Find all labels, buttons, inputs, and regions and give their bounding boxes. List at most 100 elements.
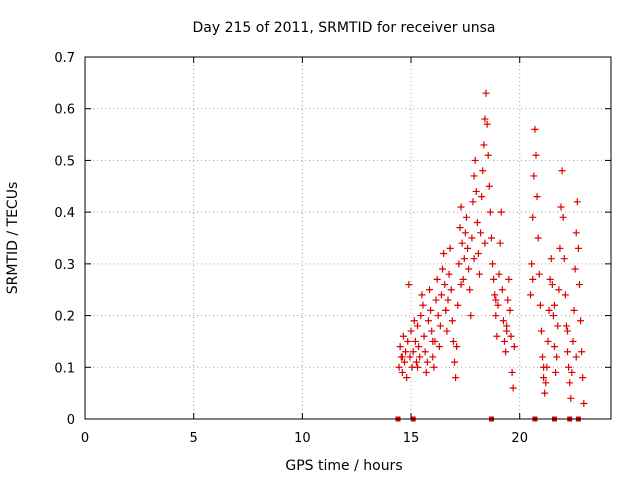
data-point (470, 172, 478, 180)
data-point (503, 327, 511, 335)
data-point (531, 125, 539, 133)
data-point (411, 337, 419, 345)
data-point (492, 312, 500, 320)
data-point (491, 291, 499, 299)
data-point (554, 322, 562, 330)
data-point (427, 306, 435, 314)
data-point (428, 327, 436, 335)
data-point (445, 270, 453, 278)
data-point (472, 187, 480, 195)
data-point (545, 306, 553, 314)
data-point (540, 374, 548, 382)
data-point (481, 115, 489, 123)
data-point (460, 255, 468, 263)
data-point (509, 384, 517, 392)
data-point (556, 244, 564, 252)
data-point (437, 291, 445, 299)
data-point (529, 213, 537, 221)
x-tick-label: 0 (81, 431, 89, 446)
y-tick-label: 0.1 (54, 361, 75, 376)
data-point (465, 265, 473, 273)
data-point (454, 301, 462, 309)
y-tick-label: 0.3 (54, 258, 75, 273)
data-point (418, 291, 426, 299)
axis-ticks: 0 0.1 0.2 0.3 0.4 0.5 0.6 0.7 0 5 10 15 20 (54, 51, 611, 446)
data-point (504, 296, 512, 304)
data-point (547, 255, 555, 263)
data-point (572, 353, 580, 361)
data-point (560, 255, 568, 263)
y-tick-label: 0.4 (54, 206, 75, 221)
data-point (564, 348, 572, 356)
data-point (439, 265, 447, 273)
data-point (532, 151, 540, 159)
data-point (562, 322, 570, 330)
data-point (414, 363, 422, 371)
data-point (476, 270, 483, 278)
x-tick-label: 20 (511, 431, 528, 446)
data-point (444, 296, 452, 304)
data-point (485, 182, 493, 190)
grid-lines (85, 57, 611, 419)
data-point (473, 218, 481, 226)
data-point (542, 379, 550, 387)
data-point (447, 286, 455, 294)
data-point (477, 229, 485, 237)
data-point (510, 343, 518, 351)
data-point (555, 286, 563, 294)
data-point (423, 358, 431, 366)
data-point (404, 337, 412, 345)
x-tick-label: 5 (190, 431, 198, 446)
data-point (495, 270, 503, 278)
x-tick-label: 15 (403, 431, 420, 446)
data-point (474, 250, 482, 258)
data-point (461, 229, 469, 237)
data-point (395, 363, 403, 371)
data-point (558, 167, 566, 175)
data-point (424, 317, 432, 325)
data-point (466, 286, 474, 294)
data-point (487, 234, 495, 242)
data-point (541, 389, 549, 397)
data-point (478, 193, 486, 201)
data-point (502, 348, 510, 356)
data-point (571, 265, 579, 273)
data-point (574, 244, 582, 252)
data-point (549, 312, 557, 320)
data-point (533, 193, 541, 201)
data-point (572, 229, 580, 237)
data-point (448, 317, 456, 325)
data-point (455, 260, 463, 268)
data-point (468, 234, 476, 242)
data-point (440, 250, 448, 258)
data-point (407, 327, 415, 335)
data-point (456, 224, 464, 232)
data-point (548, 281, 556, 289)
data-point (490, 275, 498, 283)
data-point (433, 275, 441, 283)
data-point (434, 312, 442, 320)
data-point (536, 301, 544, 309)
data-point (441, 281, 449, 289)
data-point (401, 358, 409, 366)
data-point (565, 363, 573, 371)
data-point (405, 281, 413, 289)
data-point (568, 368, 576, 376)
data-point (544, 337, 552, 345)
data-point (398, 368, 406, 376)
data-point (435, 343, 443, 351)
data-point (436, 322, 444, 330)
data-point (577, 317, 585, 325)
data-point (432, 296, 440, 304)
data-point (457, 203, 465, 211)
data-point (575, 281, 583, 289)
data-point (498, 286, 506, 294)
data-point (566, 379, 574, 387)
data-point (540, 363, 548, 371)
data-point (464, 244, 472, 252)
data-point (535, 270, 543, 278)
data-point (567, 394, 575, 402)
y-tick-label: 0 (67, 413, 75, 428)
data-point (451, 358, 459, 366)
data-point (421, 348, 429, 356)
